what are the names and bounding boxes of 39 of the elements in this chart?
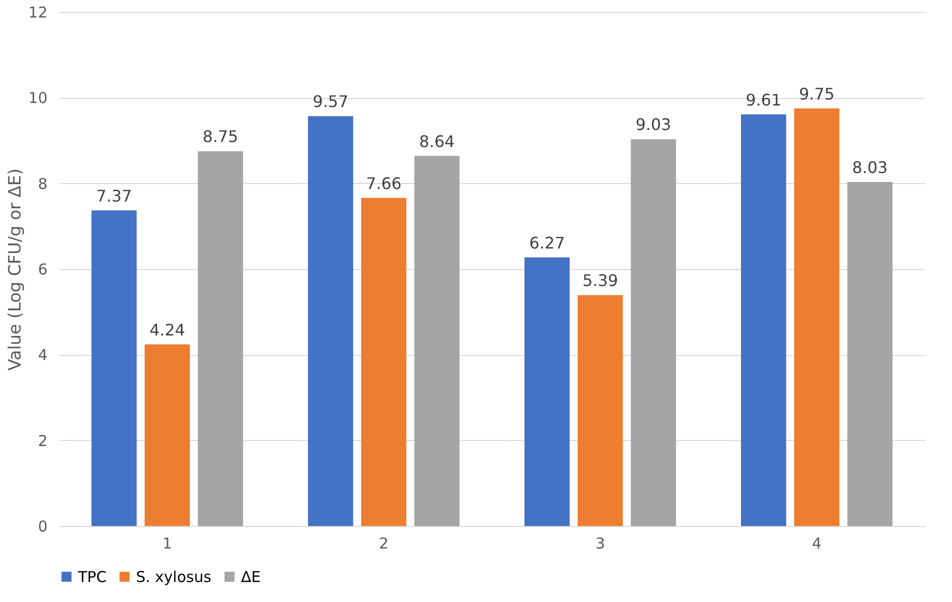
bar: [524, 257, 570, 526]
bar: [308, 116, 354, 526]
x-tick-label: 3: [595, 534, 606, 552]
data-label: 8.03: [852, 158, 888, 178]
bar: [198, 151, 244, 526]
x-tick-label: 1: [162, 534, 172, 552]
y-tick-label: 10: [28, 89, 48, 108]
data-label: 8.64: [419, 132, 455, 151]
bar: [847, 182, 893, 526]
y-axis-title: Value (Log CFU/g or ΔE): [5, 168, 26, 371]
y-tick-label: 4: [38, 346, 48, 364]
bar: [361, 198, 406, 526]
data-label: 7.37: [96, 186, 132, 206]
bar: [578, 295, 623, 526]
data-label: 5.39: [582, 271, 618, 290]
y-tick-label: 0: [38, 518, 48, 536]
data-label: 7.66: [366, 174, 402, 193]
y-tick-label: 8: [38, 174, 48, 193]
bar: [794, 108, 840, 526]
bar: [414, 156, 460, 526]
x-tick-label: 4: [812, 534, 822, 552]
data-label: 9.57: [312, 92, 348, 112]
legend-label: S. xylosus: [136, 568, 212, 586]
data-label: 9.61: [746, 90, 782, 110]
y-tick-label: 6: [38, 260, 48, 278]
legend-label: TPC: [77, 568, 107, 586]
data-label: 8.75: [202, 127, 238, 146]
bar: [740, 114, 786, 526]
legend-label: ΔE: [241, 568, 261, 586]
data-label: 9.75: [798, 84, 835, 104]
data-label: 4.24: [149, 320, 186, 340]
y-tick-label: 2: [38, 432, 48, 450]
bar: [144, 344, 190, 526]
data-label: 9.03: [636, 115, 672, 134]
bar: [91, 210, 137, 526]
x-tick-label: 2: [378, 534, 389, 552]
data-label: 6.27: [529, 233, 565, 252]
y-tick-label: 12: [28, 4, 48, 22]
bar: [630, 139, 676, 526]
